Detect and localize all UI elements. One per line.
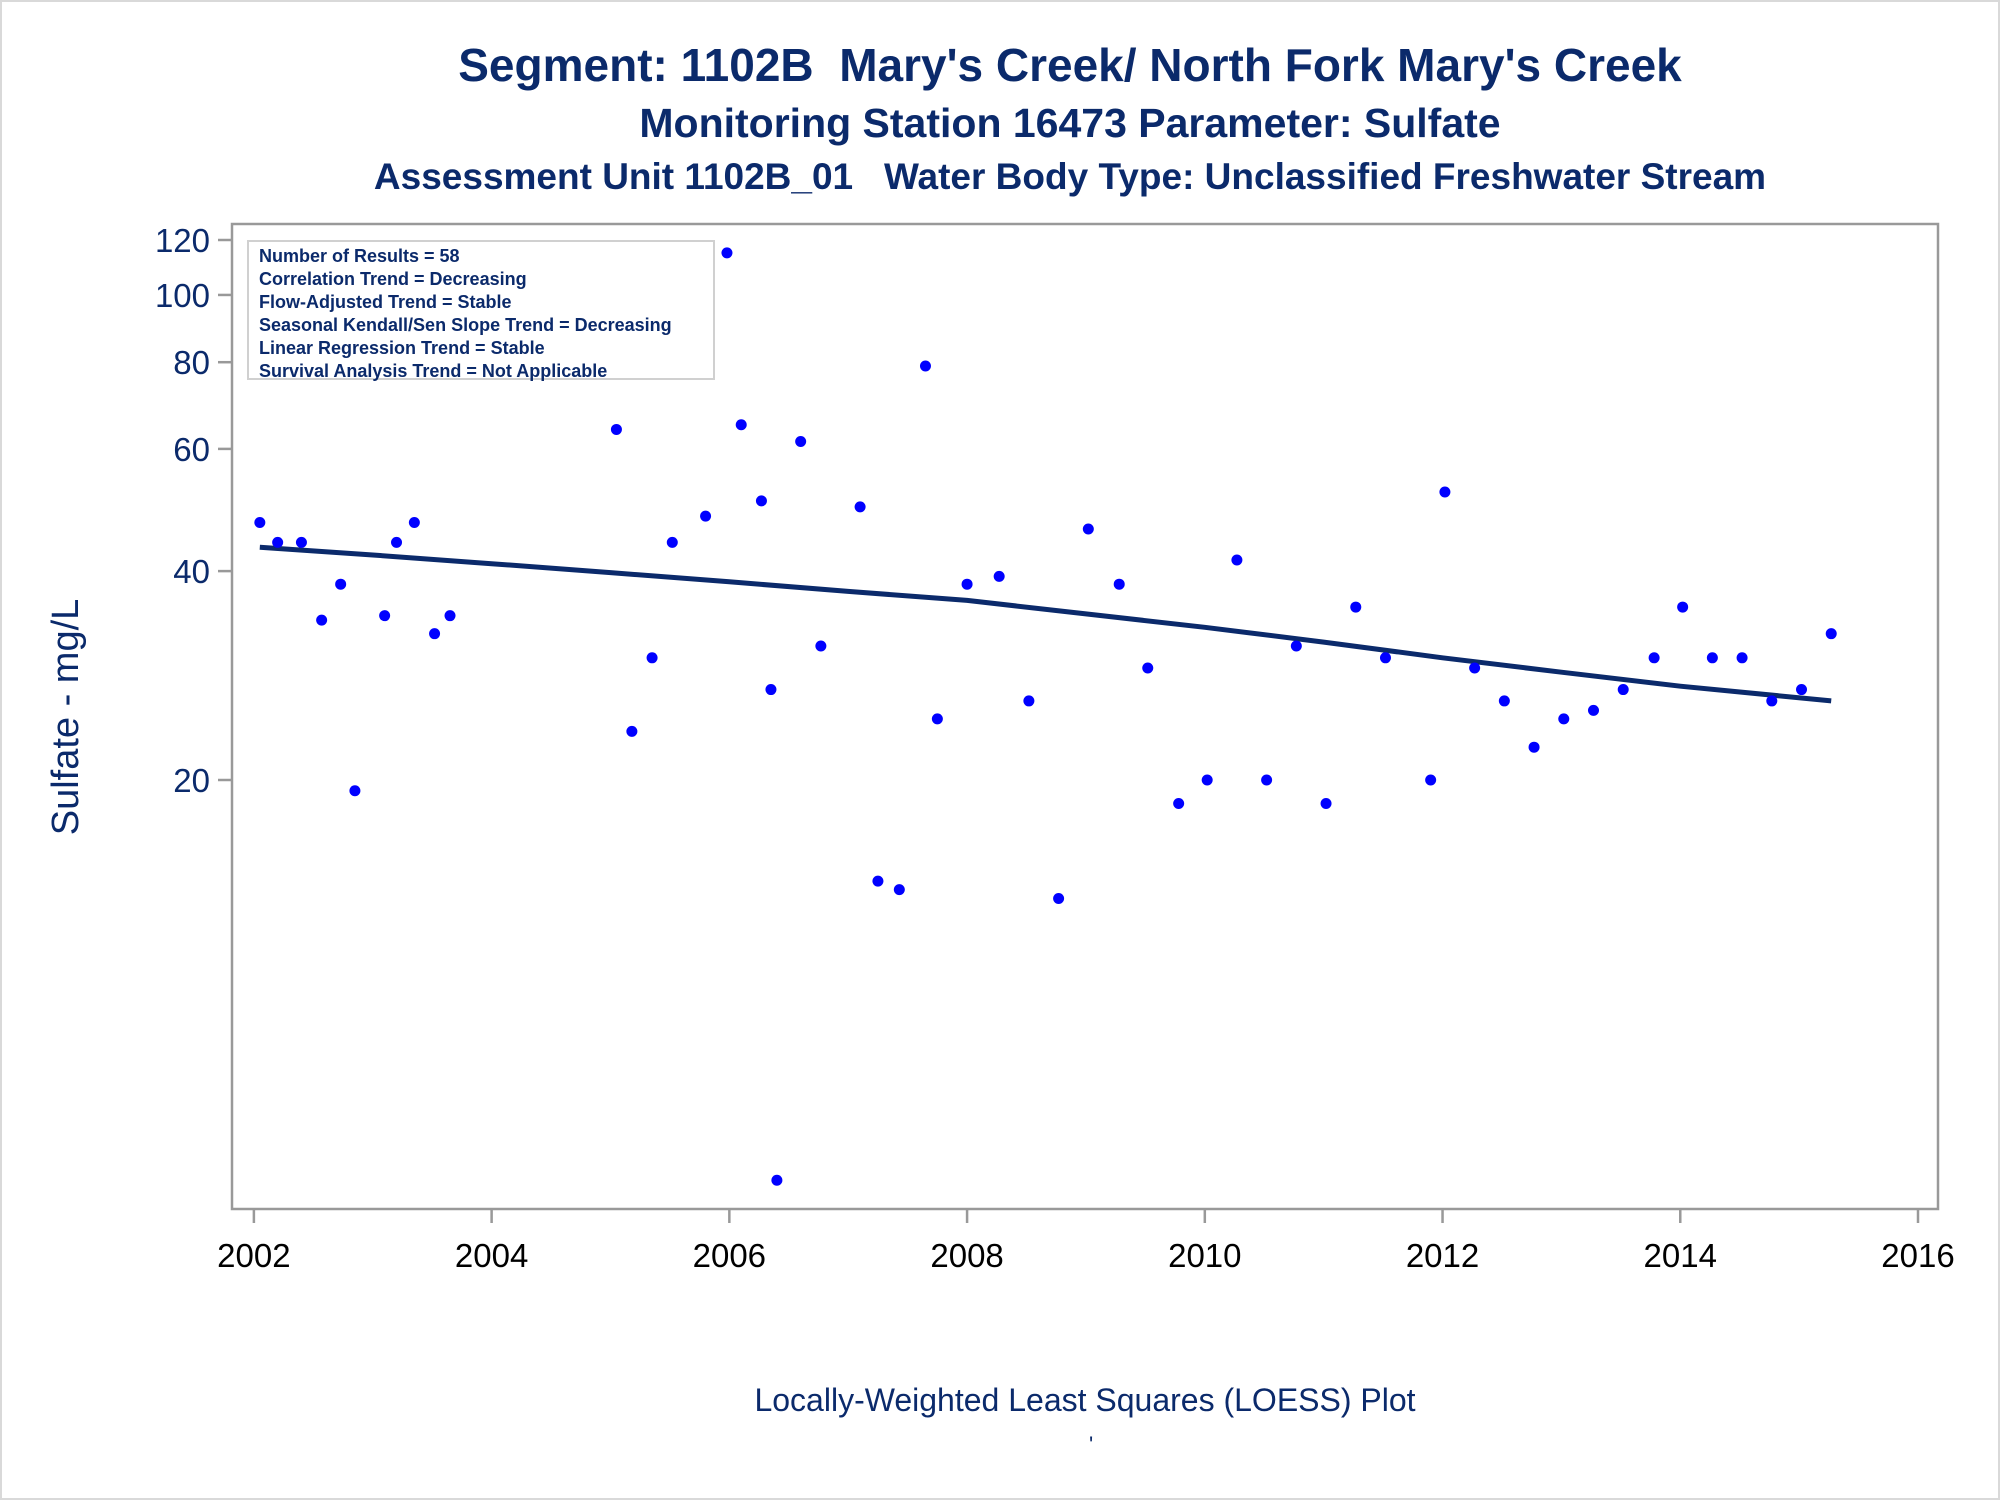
trend-info-line-seasonal-kendall: Seasonal Kendall/Sen Slope Trend = Decre… (259, 315, 672, 335)
chart-subtitle: Monitoring Station 16473 Parameter: Sulf… (639, 100, 1501, 146)
x-tick-label: 2006 (693, 1237, 766, 1274)
plot-border (230, 222, 1940, 1211)
data-point (272, 536, 284, 548)
y-tick-label: 20 (173, 762, 210, 799)
data-point (1023, 695, 1035, 707)
data-point (1201, 774, 1213, 786)
data-point (1379, 652, 1391, 664)
y-tick-label: 80 (173, 344, 210, 381)
trend-info-line-flow-adjusted: Flow-Adjusted Trend = Stable (259, 292, 512, 312)
data-point (646, 652, 658, 664)
trend-info-line-correlation: Correlation Trend = Decreasing (259, 269, 527, 289)
data-point (1617, 684, 1629, 696)
x-tick-label: 2012 (1406, 1237, 1479, 1274)
data-point (1173, 797, 1185, 809)
data-point (1231, 554, 1243, 566)
data-point (700, 510, 712, 522)
x-tick-label: 2008 (930, 1237, 1003, 1274)
x-tick-label: 2004 (455, 1237, 528, 1274)
data-point (755, 495, 767, 507)
data-point (1648, 652, 1660, 664)
footer-mark: ' (1089, 1432, 1094, 1457)
data-point (316, 614, 328, 626)
data-point (765, 684, 777, 696)
x-tick-label: 2010 (1168, 1237, 1241, 1274)
data-point (1677, 601, 1689, 613)
data-point (408, 516, 420, 528)
chart-title: Segment: 1102B Mary's Creek/ North Fork … (458, 39, 1682, 91)
trend-info-line-linear-regression: Linear Regression Trend = Stable (259, 338, 545, 358)
data-point (1558, 713, 1570, 725)
data-point (795, 435, 807, 447)
data-point (1498, 695, 1510, 707)
data-point (1528, 741, 1540, 753)
data-point (1425, 774, 1437, 786)
chart-subtitle-2: Assessment Unit 1102B_01 Water Body Type… (373, 156, 1767, 197)
data-point (931, 713, 943, 725)
data-point (1350, 601, 1362, 613)
data-point (919, 360, 931, 372)
y-axis-label: Sulfate - mg/L (45, 599, 87, 836)
data-point (1796, 684, 1808, 696)
y-tick-label: 120 (155, 222, 210, 259)
data-point (771, 1174, 783, 1186)
data-point (1766, 695, 1778, 707)
data-point (815, 640, 827, 652)
data-point (626, 725, 638, 737)
data-point (1469, 662, 1481, 674)
data-point (872, 875, 884, 887)
data-point (1053, 892, 1065, 904)
data-point (610, 423, 622, 435)
data-point (893, 884, 905, 896)
data-point (429, 628, 441, 640)
data-point (379, 610, 391, 622)
data-point (1736, 652, 1748, 664)
footer-text: Locally-Weighted Least Squares (LOESS) P… (754, 1382, 1416, 1418)
x-tick-label: 2002 (217, 1237, 290, 1274)
trend-info-line-results: Number of Results = 58 (259, 246, 460, 266)
data-point (335, 578, 347, 590)
data-point (721, 247, 733, 259)
data-point (854, 501, 866, 513)
data-point (1142, 662, 1154, 674)
data-point (349, 785, 361, 797)
trend-info-box: Number of Results = 58 Correlation Trend… (247, 240, 715, 381)
data-point (735, 419, 747, 431)
data-point (1825, 628, 1837, 640)
data-point (295, 536, 307, 548)
data-point (1113, 578, 1125, 590)
data-point (1290, 640, 1302, 652)
y-tick-label: 60 (173, 431, 210, 468)
trend-info-line-survival: Survival Analysis Trend = Not Applicable (259, 361, 608, 381)
data-point (1082, 523, 1094, 535)
loess-line (259, 544, 1832, 704)
data-point (666, 536, 678, 548)
y-tick-label: 100 (155, 277, 210, 314)
x-tick-label: 2016 (1881, 1237, 1954, 1274)
data-point (444, 610, 456, 622)
data-point (1439, 486, 1451, 498)
data-point (961, 578, 973, 590)
data-point (1320, 797, 1332, 809)
data-point (1261, 774, 1273, 786)
data-point (1706, 652, 1718, 664)
y-tick-label: 40 (173, 553, 210, 590)
x-tick-label: 2014 (1644, 1237, 1717, 1274)
data-point (254, 516, 266, 528)
data-point (391, 536, 403, 548)
data-point (1587, 704, 1599, 716)
data-point (993, 570, 1005, 582)
